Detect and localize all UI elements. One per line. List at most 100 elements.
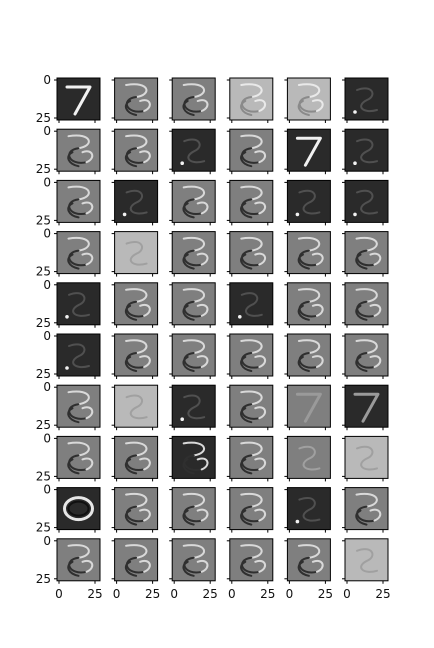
subplot-r1c3 xyxy=(227,129,273,174)
image-panel xyxy=(345,539,388,581)
subplot-r9c4: 0 25 xyxy=(284,539,333,601)
subplot-r2c3 xyxy=(227,180,273,225)
y-tick-label: 0 xyxy=(43,329,51,343)
subplot-r5c2 xyxy=(169,334,215,379)
bright-speck xyxy=(65,366,69,370)
subplot-r0c5 xyxy=(342,78,388,123)
x-tick-label: 0 xyxy=(286,587,294,601)
subplot-r5c3 xyxy=(227,334,273,379)
subplot-r9c3: 0 25 xyxy=(227,539,276,601)
image-panel xyxy=(345,78,388,120)
y-tick-label: 25 xyxy=(36,469,51,483)
subplot-r4c4 xyxy=(284,283,330,328)
y-tick-label: 25 xyxy=(36,418,51,432)
image-panel xyxy=(115,180,158,222)
subplot-r6c1 xyxy=(112,385,158,430)
subplot-r3c4 xyxy=(284,232,330,277)
image-panel xyxy=(57,334,100,376)
image-panel xyxy=(57,283,100,325)
subplot-r5c4 xyxy=(284,334,330,379)
bright-speck xyxy=(353,110,357,114)
y-tick-label: 0 xyxy=(43,278,51,292)
y-tick-label: 0 xyxy=(43,534,51,548)
subplot-r7c0: 0 25 xyxy=(36,431,100,483)
subplot-r2c0: 0 25 xyxy=(36,175,100,227)
subplot-r4c5 xyxy=(342,283,388,328)
subplot-r7c2 xyxy=(169,436,215,481)
bright-speck xyxy=(353,161,357,165)
subplot-r9c0: 0250 25 xyxy=(36,534,103,601)
bright-speck xyxy=(238,315,242,319)
subplot-r5c1 xyxy=(112,334,158,379)
subplot-r5c0: 0 25 xyxy=(36,329,100,381)
subplot-r8c5 xyxy=(342,488,388,533)
y-tick-label: 0 xyxy=(43,175,51,189)
image-panel xyxy=(230,283,273,325)
image-panel xyxy=(287,385,330,427)
subplot-r6c2 xyxy=(169,385,215,430)
y-tick-label: 25 xyxy=(36,572,51,586)
subplot-r6c0: 025 xyxy=(36,380,100,432)
subplot-r6c3 xyxy=(227,385,273,430)
x-tick-label: 25 xyxy=(260,587,275,601)
subplot-r4c2 xyxy=(169,283,215,328)
image-panel xyxy=(345,436,388,478)
x-tick-label: 25 xyxy=(203,587,218,601)
subplot-r2c1 xyxy=(112,180,158,225)
subplot-r1c5 xyxy=(342,129,388,174)
y-tick-label: 25 xyxy=(36,162,51,176)
bright-speck xyxy=(296,520,300,524)
x-tick-label: 0 xyxy=(55,587,63,601)
x-tick-label: 0 xyxy=(228,587,236,601)
image-panel xyxy=(57,78,100,120)
subplot-r0c2 xyxy=(169,78,215,123)
y-tick-label: 0 xyxy=(43,483,51,497)
image-panel xyxy=(172,129,215,171)
image-panel xyxy=(115,232,158,274)
subplot-r0c0: 025 xyxy=(36,73,100,125)
y-tick-label: 0 xyxy=(43,431,51,445)
bright-speck xyxy=(123,213,127,217)
image-panel xyxy=(287,129,330,171)
subplot-r7c4 xyxy=(284,436,330,481)
y-tick-label: 0 xyxy=(43,227,51,241)
subplot-r2c2 xyxy=(169,180,215,225)
image-panel xyxy=(345,129,388,171)
subplot-r4c1 xyxy=(112,283,158,328)
image-panel xyxy=(287,436,330,478)
subplot-r3c0: 0 25 xyxy=(36,227,100,279)
image-panel xyxy=(287,180,330,222)
subplot-r6c5 xyxy=(342,385,388,430)
subplot-r1c2 xyxy=(169,129,215,174)
subplot-r0c3 xyxy=(227,78,273,123)
subplot-r1c0: 0 25 xyxy=(36,124,100,176)
subplot-r8c4 xyxy=(284,488,330,533)
subplot-r7c3 xyxy=(227,436,273,481)
subplot-r8c0: 0 25 xyxy=(36,483,100,535)
subplot-r4c0: 0 25 xyxy=(36,278,100,330)
subplot-r8c2 xyxy=(169,488,215,533)
x-tick-label: 25 xyxy=(145,587,160,601)
y-tick-label: 25 xyxy=(36,521,51,535)
subplot-r3c1 xyxy=(112,232,158,277)
subplot-r3c2 xyxy=(169,232,215,277)
bright-speck xyxy=(180,417,184,421)
x-tick-label: 0 xyxy=(113,587,121,601)
subplot-r9c2: 0 25 xyxy=(169,539,218,601)
subplot-r2c5 xyxy=(342,180,388,225)
y-tick-label: 25 xyxy=(36,213,51,227)
subplot-r5c5 xyxy=(342,334,388,379)
y-tick-label: 25 xyxy=(36,265,51,279)
y-tick-label: 25 xyxy=(36,316,51,330)
image-panel xyxy=(287,488,330,530)
subplot-r8c3 xyxy=(227,488,273,533)
subplot-r3c5 xyxy=(342,232,388,277)
subplot-r8c1 xyxy=(112,488,158,533)
x-tick-label: 0 xyxy=(343,587,351,601)
y-tick-label: 25 xyxy=(36,367,51,381)
subplot-r0c4 xyxy=(284,78,330,123)
y-tick-label: 0 xyxy=(43,124,51,138)
subplot-r0c1 xyxy=(112,78,158,123)
y-tick-label: 0 xyxy=(43,73,51,87)
